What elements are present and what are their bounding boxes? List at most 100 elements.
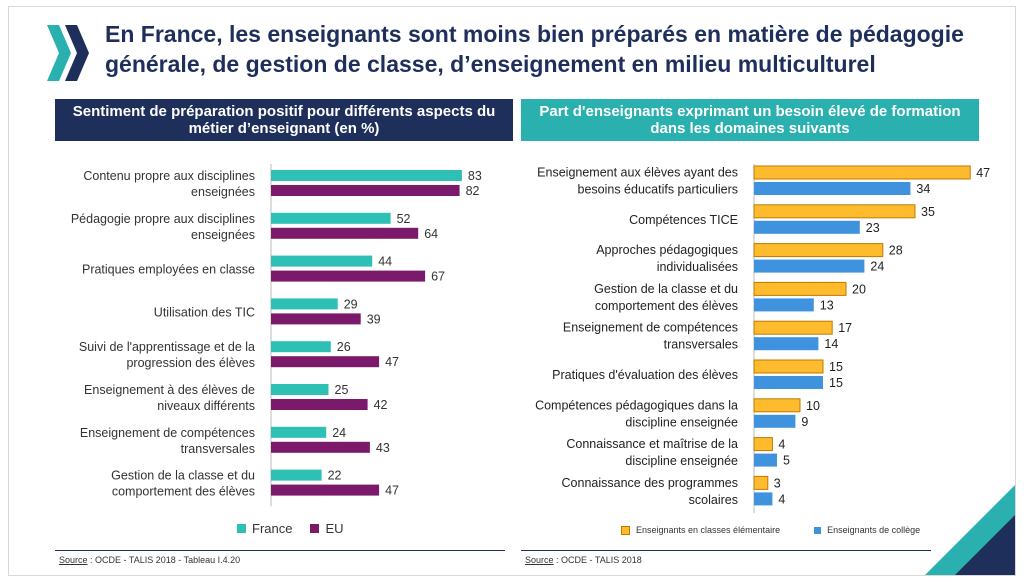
left-bar-france (271, 384, 329, 395)
legend-swatch-elementaire (621, 525, 630, 535)
left-bar-eu (271, 270, 426, 282)
left-bar-eu (271, 484, 380, 496)
right-bar-college (754, 220, 860, 234)
left-value-label-eu: 43 (376, 441, 390, 455)
left-value-label-france: 83 (468, 169, 482, 183)
left-bar-france (271, 341, 331, 353)
left-bar-france (271, 255, 373, 267)
right-category-label: discipline enseignée (625, 454, 738, 468)
right-value-label-college: 23 (866, 221, 880, 235)
right-value-label-elementaire: 3 (774, 476, 781, 490)
left-chart-legend: France EU (237, 521, 344, 536)
left-category-label: progression des élèves (126, 356, 255, 370)
right-bar-elementaire (753, 437, 773, 452)
right-category-label: Enseignement de compétences (563, 321, 738, 335)
right-bar-college (754, 182, 911, 195)
left-bar-eu (271, 185, 460, 196)
right-value-label-college: 4 (778, 492, 785, 506)
right-category-label: individualisées (657, 260, 738, 274)
left-bar-eu (271, 313, 361, 325)
left-value-label-eu: 47 (385, 355, 399, 369)
left-category-label: Utilisation des TIC (154, 305, 255, 319)
legend-swatch-college (814, 526, 822, 534)
right-category-label: discipline enseignée (625, 415, 738, 429)
right-bar-college (754, 414, 796, 428)
left-source-label: Source (59, 555, 88, 565)
right-category-label: Connaissance et maîtrise de la (566, 437, 738, 451)
right-bar-elementaire (753, 359, 824, 374)
right-bar-elementaire (753, 398, 801, 413)
left-bar-france (271, 212, 391, 224)
left-category-label: enseignées (191, 228, 255, 242)
page-title: En France, les enseignants sont moins bi… (105, 21, 964, 77)
left-value-label-france: 26 (337, 340, 351, 354)
right-value-label-college: 15 (829, 376, 843, 390)
left-category-label: comportement des élèves (112, 485, 255, 499)
left-panel-header: Sentiment de préparation positif pour di… (55, 99, 513, 141)
left-value-label-eu: 39 (367, 312, 381, 326)
right-bar-college (754, 337, 819, 351)
right-value-label-elementaire: 15 (829, 360, 843, 374)
right-category-label: besoins éducatifs particuliers (578, 183, 739, 197)
left-value-label-eu: 47 (385, 484, 399, 498)
right-category-label: Enseignement aux élèves ayant des (537, 166, 738, 180)
right-category-label: Connaissance des programmes (562, 476, 738, 490)
right-chart-legend: Enseignants en classes élémentaire Ensei… (621, 525, 920, 535)
left-category-label: Pédagogie propre aux disciplines (71, 212, 255, 226)
left-bar-france (271, 469, 322, 481)
right-category-label: transversales (664, 338, 738, 352)
left-value-label-france: 52 (397, 212, 411, 226)
right-value-label-elementaire: 28 (889, 244, 903, 258)
left-category-label: Enseignement de compétences (80, 426, 255, 440)
left-bar-france (271, 170, 462, 181)
left-bar-eu (271, 356, 380, 368)
right-panel-header: Part d'enseignants exprimant un besoin é… (521, 99, 979, 141)
right-source-text: : OCDE - TALIS 2018 (553, 555, 642, 565)
legend-label-eu: EU (325, 521, 344, 536)
left-value-label-eu: 67 (431, 270, 445, 284)
left-value-label-france: 44 (378, 255, 392, 269)
right-value-label-elementaire: 47 (976, 166, 990, 180)
slide: En France, les enseignants sont moins bi… (8, 6, 1016, 576)
right-source-label: Source (525, 555, 554, 565)
left-value-label-eu: 82 (466, 184, 480, 198)
right-category-label: Pratiques d'évaluation des élèves (552, 368, 738, 382)
left-category-label: enseignées (191, 185, 255, 199)
right-value-label-elementaire: 35 (921, 205, 935, 219)
left-value-label-eu: 42 (374, 398, 388, 412)
left-category-label: Contenu propre aux disciplines (83, 169, 255, 183)
oecd-chevron-logo (47, 25, 89, 81)
left-bar-eu (271, 227, 419, 239)
right-category-label: Approches pédagogiques (596, 243, 738, 257)
right-bar-college (754, 298, 814, 312)
left-category-label: transversales (181, 442, 255, 456)
right-bar-elementaire (753, 165, 971, 180)
left-value-label-france: 22 (328, 469, 342, 483)
corner-decoration (925, 485, 1015, 575)
right-value-label-elementaire: 17 (838, 321, 852, 335)
left-category-label: niveaux différents (157, 399, 255, 413)
right-category-label: Gestion de la classe et du (594, 282, 738, 296)
left-category-label: Pratiques employées en classe (82, 263, 255, 277)
right-category-label: Compétences pédagogiques dans la (535, 398, 738, 412)
right-bar-elementaire (753, 204, 916, 219)
right-bar-college (754, 492, 773, 506)
left-source-text: : OCDE - TALIS 2018 - Tableau I.4.20 (87, 555, 241, 565)
left-bar-chart: Contenu propre aux disciplines enseignées… (71, 164, 990, 514)
right-category-label: Compétences TICE (629, 213, 738, 227)
left-category-label: Suivi de l'apprentissage et de la (79, 340, 255, 354)
right-value-label-college: 13 (820, 298, 834, 312)
left-bar-eu (271, 399, 368, 410)
left-bar-eu (271, 441, 370, 453)
left-source: Source : OCDE - TALIS 2018 - Tableau I.4… (59, 555, 240, 565)
right-value-label-college: 5 (783, 454, 790, 468)
right-value-label-elementaire: 10 (806, 399, 820, 413)
right-source-divider (521, 550, 931, 551)
left-value-label-france: 29 (344, 297, 358, 311)
left-category-label: Enseignement à des élèves de (84, 383, 255, 397)
right-bar-college (754, 259, 865, 273)
legend-swatch-france (237, 524, 246, 533)
right-bar-elementaire (753, 475, 769, 490)
right-source: Source : OCDE - TALIS 2018 (525, 555, 642, 565)
right-value-label-college: 9 (801, 415, 808, 429)
